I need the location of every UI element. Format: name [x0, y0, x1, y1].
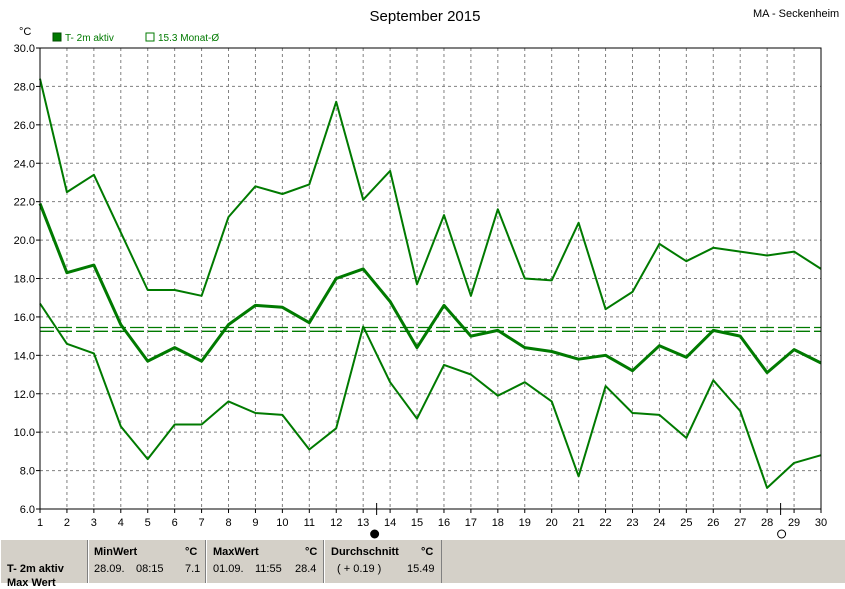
y-tick-label: 8.0: [20, 466, 35, 478]
y-tick-label: 26.0: [14, 120, 35, 132]
x-tick-label: 29: [788, 517, 800, 529]
x-tick-label: 25: [680, 517, 692, 529]
chart-title: September 2015: [370, 8, 481, 25]
x-tick-label: 30: [815, 517, 827, 529]
x-tick-label: 13: [357, 517, 369, 529]
station-label: MA - Seckenheim: [753, 8, 839, 20]
x-tick-label: 15: [411, 517, 423, 529]
min-label: MinWert: [94, 546, 138, 558]
series-lines: [38, 78, 822, 489]
y-tick-labels: 6.0 8.0 10.0 12.0 14.0 16.0 18.0 20.0 22.0 24.0 26…: [14, 43, 35, 516]
temperature-chart: 6.08.010.012.014.016.018.020.022.024.026…: [14, 8, 839, 539]
x-tick-label: 17: [465, 517, 477, 529]
x-tick-label: 18: [492, 517, 504, 529]
min-value: 7.1: [185, 563, 201, 575]
x-tick-label: 23: [626, 517, 638, 529]
series-line-max: [39, 78, 822, 311]
min-time: 08:15: [136, 563, 164, 575]
max-date: 01.09.: [213, 563, 244, 575]
avg-delta: ( + 0.19 ): [337, 563, 382, 575]
x-tick-labels: 1 2 3 4 5 6 7 8 9 10 11 12 13 14 15 16 17 18 19 20 21 22 23 24 2…: [37, 517, 827, 529]
stats-max-cell: MaxWert °C 01.09. 11:55 28.4: [206, 540, 324, 583]
legend-swatch-outline: [145, 32, 155, 42]
y-tick-label: 18.0: [14, 274, 35, 286]
y-tick-label: 30.0: [14, 43, 35, 55]
max-label: MaxWert: [213, 546, 259, 558]
x-tick-label: 14: [384, 517, 396, 529]
x-tick-label: 24: [653, 517, 665, 529]
max-value: 28.4: [295, 563, 317, 575]
x-tick-label: 4: [118, 517, 124, 529]
new-moon-icon: [370, 529, 380, 539]
legend: T- 2m aktiv 15.3 Monat-Ø: [52, 32, 219, 44]
y-axis-unit: °C: [19, 26, 31, 38]
x-tick-label: 26: [707, 517, 719, 529]
stats-min-cell: MinWert °C 28.09. 08:15 7.1: [88, 540, 206, 583]
series-line-min: [39, 302, 822, 489]
x-tick-label: 1: [37, 517, 43, 529]
grid: [40, 48, 821, 509]
stats-second-label: Max Wert: [7, 577, 56, 589]
x-tick-label: 8: [225, 517, 231, 529]
x-tick-label: 6: [172, 517, 178, 529]
x-tick-label: 3: [91, 517, 97, 529]
day-markers: [370, 503, 787, 539]
stats-panel: T- 2m aktiv Max Wert MinWert °C 28.09. 0…: [0, 540, 845, 589]
y-tick-label: 16.0: [14, 312, 35, 324]
y-tick-label: 28.0: [14, 81, 35, 93]
max-time: 11:55: [255, 563, 282, 575]
axes: [36, 47, 822, 513]
y-tick-label: 24.0: [14, 158, 35, 170]
x-tick-label: 10: [276, 517, 288, 529]
full-moon-icon: [777, 529, 787, 539]
stats-label-cell: T- 2m aktiv Max Wert: [0, 540, 88, 589]
y-tick-label: 22.0: [14, 197, 35, 209]
x-tick-label: 11: [304, 517, 315, 529]
min-unit: °C: [185, 546, 198, 558]
legend-label-mean: 15.3 Monat-Ø: [158, 33, 219, 44]
x-tick-label: 22: [599, 517, 611, 529]
x-tick-label: 19: [519, 517, 531, 529]
x-tick-label: 21: [572, 517, 584, 529]
x-tick-label: 20: [546, 517, 558, 529]
avg-unit: °C: [421, 546, 434, 558]
x-tick-label: 2: [64, 517, 70, 529]
stats-avg-cell: Durchschnitt °C ( + 0.19 ) 15.49: [324, 540, 442, 583]
x-tick-label: 9: [252, 517, 258, 529]
legend-swatch-filled: [52, 32, 62, 42]
y-tick-label: 10.0: [14, 427, 35, 439]
x-tick-label: 5: [145, 517, 151, 529]
x-tick-label: 12: [330, 517, 342, 529]
y-tick-label: 6.0: [20, 504, 35, 516]
avg-value: 15.49: [407, 563, 435, 575]
legend-label-series: T- 2m aktiv: [65, 33, 114, 44]
y-tick-label: 12.0: [14, 389, 35, 401]
x-tick-label: 28: [761, 517, 773, 529]
x-tick-label: 27: [734, 517, 746, 529]
min-date: 28.09.: [94, 563, 125, 575]
series-line-mean: [38, 203, 822, 375]
stats-series-label: T- 2m aktiv: [7, 563, 64, 575]
avg-label: Durchschnitt: [331, 546, 399, 558]
y-tick-label: 14.0: [14, 350, 35, 362]
max-unit: °C: [305, 546, 318, 558]
y-tick-label: 20.0: [14, 235, 35, 247]
x-tick-label: 16: [438, 517, 450, 529]
x-tick-label: 7: [199, 517, 205, 529]
